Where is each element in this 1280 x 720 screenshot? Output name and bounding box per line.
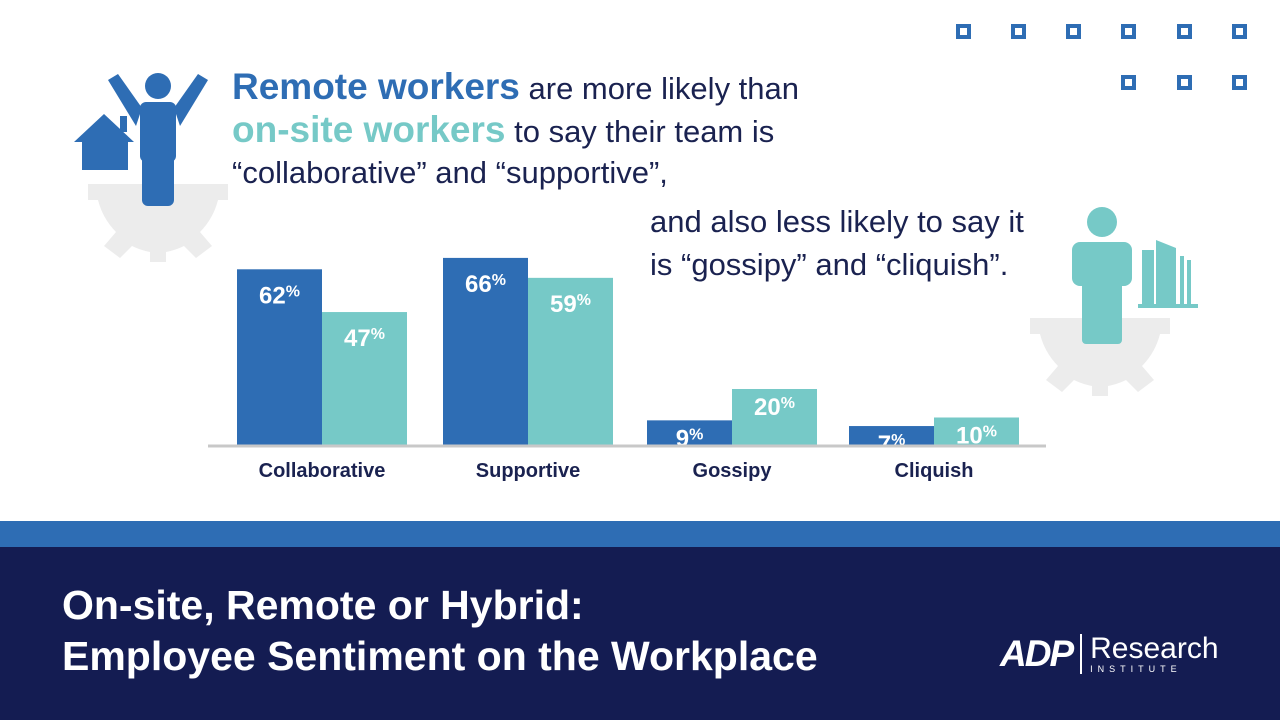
bar — [443, 257, 528, 446]
decorations — [74, 24, 1247, 396]
remote-worker-icon — [108, 73, 208, 206]
onsite-worker-icon — [1072, 207, 1132, 344]
footer-title-line1: On-site, Remote or Hybrid: — [62, 582, 584, 628]
footer-title-line2: Employee Sentiment on the Workplace — [62, 633, 818, 679]
category-label: Collaborative — [259, 460, 386, 482]
logo-brand: ADP — [1000, 633, 1074, 674]
data-label: 20% — [754, 394, 795, 421]
headline-line2-rest: to say their team is — [505, 114, 775, 149]
bar — [934, 417, 1019, 446]
bar — [732, 389, 817, 446]
bar — [849, 426, 934, 446]
logo-word: Research — [1090, 632, 1219, 665]
subline-line1: and also less likely to say it — [650, 204, 1024, 239]
gear-icon — [88, 184, 228, 262]
bar — [322, 312, 407, 446]
adp-research-logo: ADP Research INSTITUTE — [1000, 632, 1219, 676]
footer-stripe — [0, 521, 1280, 547]
logo-separator — [1080, 634, 1083, 674]
headline-line3: “collaborative” and “supportive”, — [232, 155, 668, 190]
onsite-workers-label: on-site workers — [232, 109, 506, 150]
remote-workers-label: Remote workers — [232, 66, 520, 107]
footer-title: On-site, Remote or Hybrid: Employee Sent… — [62, 580, 962, 682]
footer: On-site, Remote or Hybrid: Employee Sent… — [0, 547, 1280, 720]
headline: Remote workers are more likely than on-s… — [232, 66, 872, 193]
house-icon — [74, 114, 134, 170]
subline: and also less likely to say it is “gossi… — [650, 200, 1070, 286]
category-label: Supportive — [476, 460, 580, 482]
logo-sub: INSTITUTE — [1090, 664, 1182, 674]
bar — [528, 277, 613, 446]
category-label: Cliquish — [895, 460, 974, 482]
category-label: Gossipy — [693, 460, 773, 482]
gear-icon — [1030, 318, 1170, 396]
data-label: 66% — [465, 271, 506, 298]
subline-line2: is “gossipy” and “cliquish”. — [650, 247, 1009, 282]
bar-chart: 62%47%Collaborative66%59%Supportive9%20%… — [208, 257, 1046, 482]
bar — [647, 420, 732, 446]
bar — [237, 269, 322, 446]
data-label: 9% — [676, 425, 704, 452]
office-building-icon — [1138, 240, 1198, 308]
headline-line1-rest: are more likely than — [519, 71, 800, 106]
dots-pattern-icon — [956, 24, 1247, 90]
